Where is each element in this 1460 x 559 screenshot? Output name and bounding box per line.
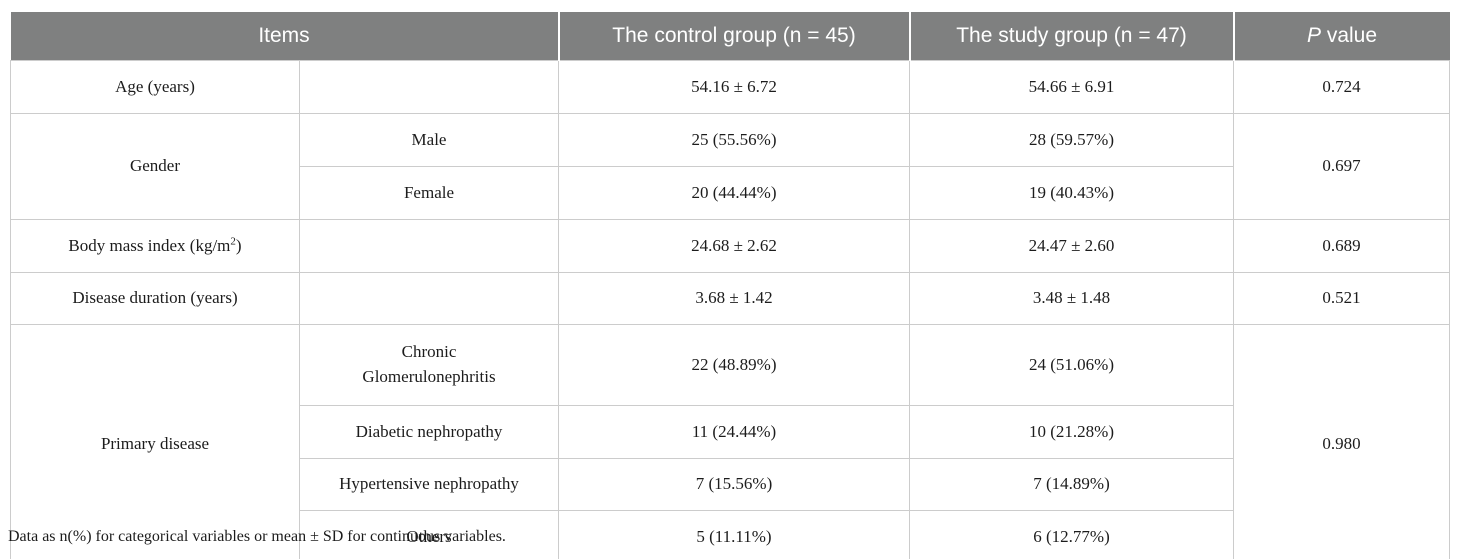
table-row-gender-male: Gender Male 25 (55.56%) 28 (59.57%) 0.69… — [10, 113, 1450, 220]
hypertensive-control-value: 7 (15.56%) — [558, 458, 910, 511]
female-control-value: 20 (44.44%) — [558, 166, 910, 220]
header-p-italic: P — [1306, 24, 1321, 47]
row-group-primary-disease: Primary disease Chronic Glomerulonephrit… — [10, 324, 1450, 559]
row-label-gender: Gender — [10, 113, 300, 220]
others-control-value: 5 (11.11%) — [558, 510, 910, 559]
duration-p-value: 0.521 — [1233, 272, 1450, 325]
table-row-gender-female: Female 20 (44.44%) 19 (40.43%) — [11, 166, 1450, 220]
row-sublabel-empty — [299, 272, 559, 325]
age-p-value: 0.724 — [1233, 60, 1450, 114]
table-row-chronic: Primary disease Chronic Glomerulonephrit… — [10, 324, 1450, 559]
row-label-age: Age (years) — [10, 60, 300, 114]
row-sublabel-empty — [299, 60, 559, 114]
table-header: Items The control group (n = 45) The stu… — [10, 12, 1450, 61]
bmi-label-base: Body mass index (kg/m — [68, 235, 231, 255]
table-header-row: Items The control group (n = 45) The stu… — [10, 12, 1450, 61]
bmi-label-superscript: 2 — [230, 235, 236, 248]
header-p-value: P value — [1232, 12, 1450, 61]
bmi-control-value: 24.68 ± 2.62 — [558, 219, 910, 273]
bmi-study-value: 24.47 ± 2.60 — [909, 219, 1234, 273]
chronic-control-value: 22 (48.89%) — [558, 324, 910, 406]
bmi-label-close: ) — [235, 235, 242, 255]
baseline-characteristics-table: Items The control group (n = 45) The stu… — [10, 12, 1450, 559]
header-items: Items — [10, 12, 559, 61]
row-group-bmi: Body mass index (kg/m2) 24.68 ± 2.62 24.… — [10, 219, 1450, 273]
table-row-others: Others 5 (11.11%) 6 (12.77%) — [11, 510, 1450, 559]
row-sublabel-chronic: Chronic Glomerulonephritis — [299, 324, 559, 406]
primary-disease-p-value: 0.980 — [1233, 324, 1450, 559]
header-control-group: The control group (n = 45) — [557, 12, 910, 61]
row-sublabel-female: Female — [299, 166, 559, 220]
row-label-duration: Disease duration (years) — [10, 272, 300, 325]
header-p-rest: value — [1320, 24, 1378, 47]
duration-study-value: 3.48 ± 1.48 — [909, 272, 1234, 325]
table-row-duration: Disease duration (years) 3.68 ± 1.42 3.4… — [10, 272, 1450, 325]
row-group-duration: Disease duration (years) 3.68 ± 1.42 3.4… — [10, 272, 1450, 325]
row-sublabel-hypertensive: Hypertensive nephropathy — [299, 458, 559, 511]
table-footnote: Data as n(%) for categorical variables o… — [8, 528, 506, 545]
diabetic-control-value: 11 (24.44%) — [558, 405, 910, 459]
row-label-primary-disease: Primary disease — [10, 324, 300, 559]
table-row-hypertensive: Hypertensive nephropathy 7 (15.56%) 7 (1… — [11, 458, 1450, 511]
table-row-age: Age (years) 54.16 ± 6.72 54.66 ± 6.91 0.… — [10, 60, 1450, 114]
row-label-bmi: Body mass index (kg/m2) — [10, 219, 300, 273]
row-group-age: Age (years) 54.16 ± 6.72 54.66 ± 6.91 0.… — [10, 60, 1450, 114]
row-group-gender: Gender Male 25 (55.56%) 28 (59.57%) 0.69… — [10, 113, 1450, 220]
chronic-label-text: Chronic Glomerulonephritis — [362, 342, 496, 386]
chronic-study-value: 24 (51.06%) — [909, 324, 1234, 406]
row-sublabel-male: Male — [299, 113, 559, 167]
row-sublabel-empty — [299, 219, 559, 273]
gender-p-value: 0.697 — [1233, 113, 1450, 220]
bmi-p-value: 0.689 — [1233, 219, 1450, 273]
age-control-value: 54.16 ± 6.72 — [558, 60, 910, 114]
hypertensive-study-value: 7 (14.89%) — [909, 458, 1234, 511]
male-study-value: 28 (59.57%) — [909, 113, 1234, 167]
diabetic-study-value: 10 (21.28%) — [909, 405, 1234, 459]
row-sublabel-others: Others — [299, 510, 559, 559]
table-row-bmi: Body mass index (kg/m2) 24.68 ± 2.62 24.… — [10, 219, 1450, 273]
others-study-value: 6 (12.77%) — [909, 510, 1234, 559]
header-study-group: The study group (n = 47) — [908, 12, 1234, 61]
duration-control-value: 3.68 ± 1.42 — [558, 272, 910, 325]
row-sublabel-diabetic: Diabetic nephropathy — [299, 405, 559, 459]
male-control-value: 25 (55.56%) — [558, 113, 910, 167]
age-study-value: 54.66 ± 6.91 — [909, 60, 1234, 114]
table-row-diabetic: Diabetic nephropathy 11 (24.44%) 10 (21.… — [11, 405, 1450, 459]
female-study-value: 19 (40.43%) — [909, 166, 1234, 220]
